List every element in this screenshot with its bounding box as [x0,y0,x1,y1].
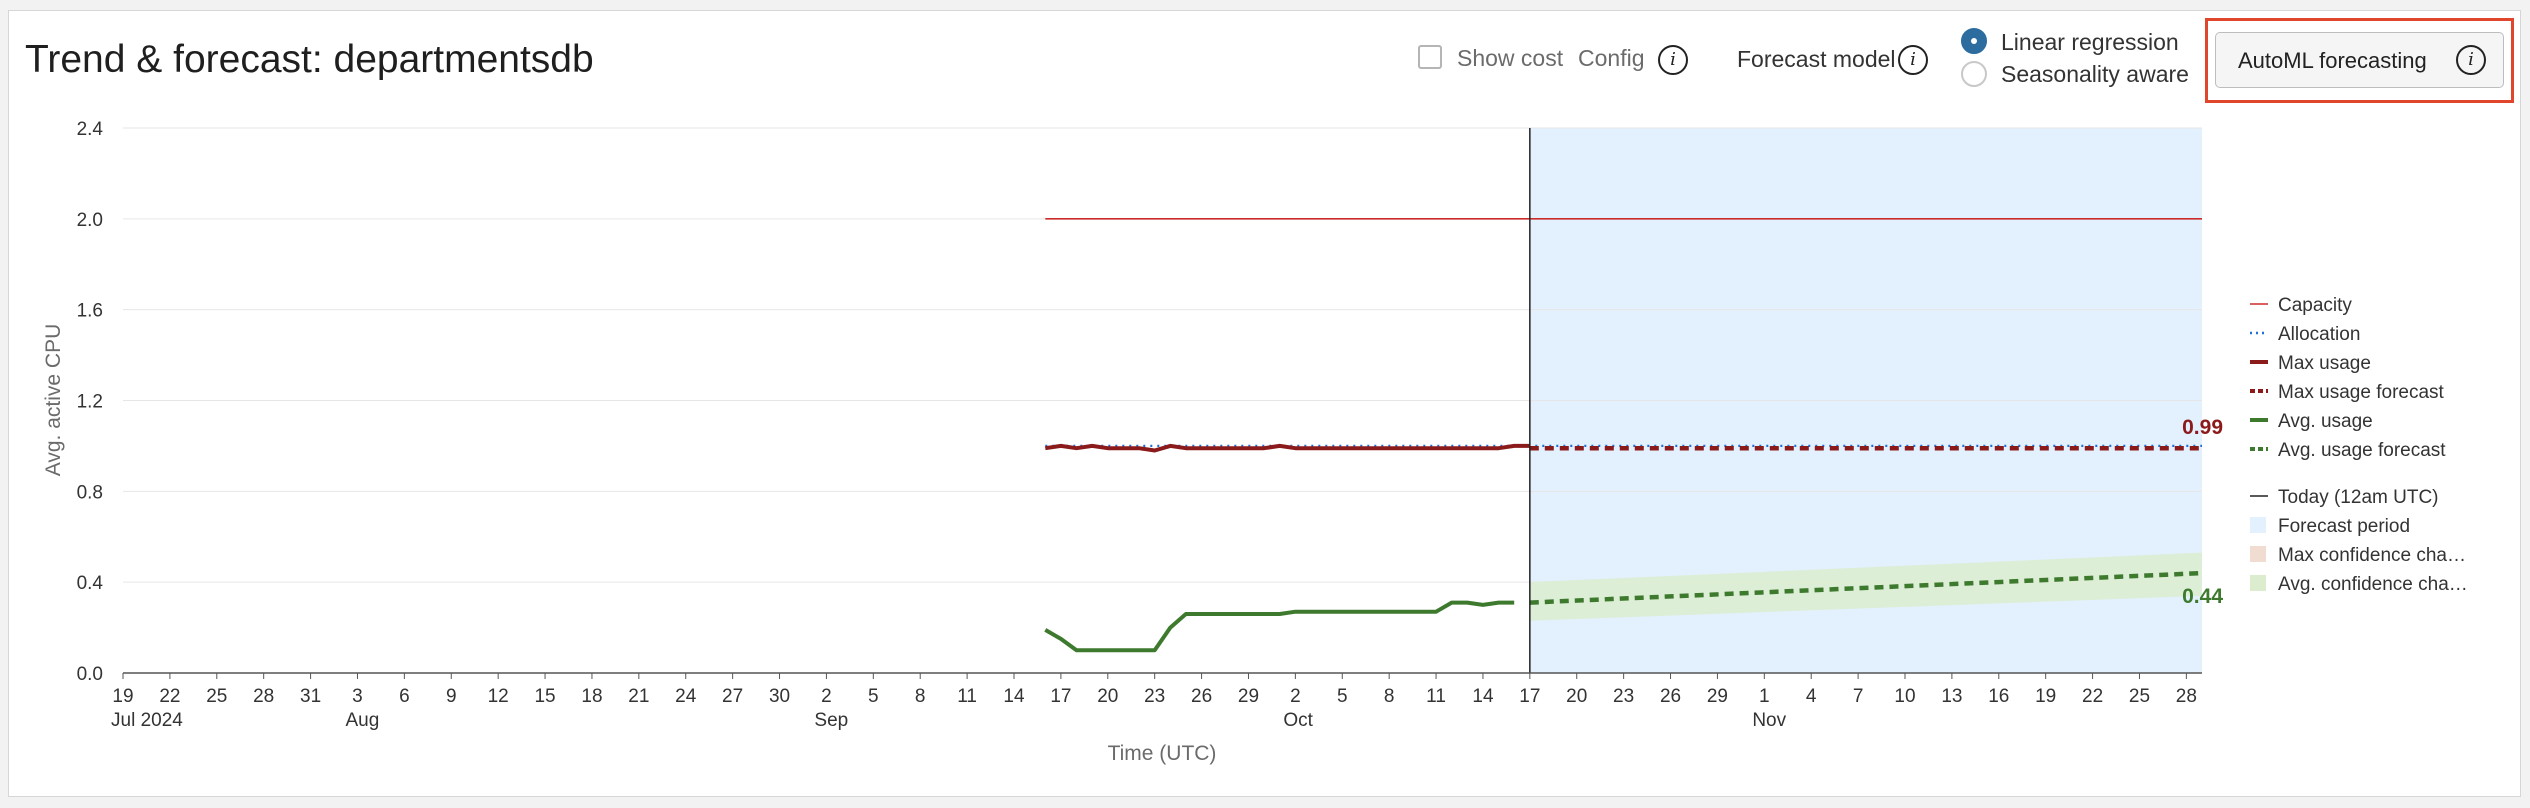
x-tick-label: 17 [1050,686,1071,707]
x-tick-label: 4 [1806,686,1817,707]
legend-label: Max confidence cha… [2278,545,2466,566]
x-tick-label: 9 [446,686,457,707]
legend-label: Capacity [2278,295,2352,316]
x-tick-label: 2 [1290,686,1301,707]
show-cost-label: Show cost [1457,45,1564,71]
x-tick-label: 3 [352,686,363,707]
series-avg-usage-forecast [1529,570,2203,605]
x-tick-label: 8 [1384,686,1395,707]
seasonality-aware-radio[interactable] [1961,61,1987,87]
x-tick-sublabel: Oct [1283,710,1313,731]
x-tick-label: 25 [2129,686,2150,707]
x-tick-label: 24 [675,686,697,707]
x-tick-sublabel: Sep [814,710,848,731]
legend-swatch [2250,546,2266,562]
x-tick-label: 29 [1238,686,1259,707]
x-tick-label: 30 [769,686,790,707]
x-tick-label: 29 [1707,686,1728,707]
y-tick-label: 0.0 [77,664,103,685]
x-tick-label: 13 [1941,686,1962,707]
page-title: Trend & forecast: departmentsdb [25,38,594,81]
forecast-model-info-icon[interactable]: i [1898,45,1928,75]
x-tick-label: 8 [915,686,926,707]
x-tick-sublabel: Aug [345,710,379,731]
x-tick-label: 31 [300,686,321,707]
x-tick-label: 14 [1472,686,1494,707]
legend-swatch [2250,517,2266,533]
series-max-usage [1045,443,1530,453]
x-tick-label: 14 [1003,686,1025,707]
x-tick-label: 28 [253,686,274,707]
x-tick-label: 11 [957,686,977,707]
x-tick-label: 5 [868,686,879,707]
legend-label: Today (12am UTC) [2278,487,2439,508]
seasonality-aware-label: Seasonality aware [2001,61,2189,87]
annotation-label: 0.99 [2182,416,2223,439]
x-tick-label: 12 [488,686,509,707]
automl-forecasting-button[interactable]: AutoML forecasting i [2215,32,2504,88]
linear-regression-label: Linear regression [2001,29,2179,55]
x-tick-label: 19 [112,686,133,707]
legend-label: Avg. usage [2278,411,2373,432]
x-tick-label: 1 [1759,686,1770,707]
automl-highlight-box [2205,18,2514,103]
x-axis-title: Time (UTC) [1108,742,1217,765]
x-tick-label: 11 [1426,686,1446,707]
y-tick-label: 0.4 [77,573,104,594]
show-cost-checkbox[interactable] [1418,45,1442,69]
y-tick-label: 1.2 [77,392,103,413]
legend-label: Max usage [2278,353,2371,374]
legend-label: Max usage forecast [2278,382,2445,403]
y-tick-label: 0.8 [77,482,103,503]
y-tick-label: 1.6 [77,301,103,322]
x-tick-sublabel: Jul 2024 [111,710,183,731]
legend-label: Avg. confidence cha… [2278,574,2468,595]
x-tick-label: 22 [2082,686,2103,707]
x-tick-label: 21 [628,686,649,707]
x-tick-label: 27 [722,686,743,707]
automl-info-icon[interactable]: i [2456,45,2486,75]
x-tick-label: 2 [821,686,832,707]
x-tick-label: 22 [159,686,180,707]
legend-label: Allocation [2278,324,2360,345]
y-tick-label: 2.4 [77,119,104,140]
legend-label: Avg. usage forecast [2278,440,2446,461]
x-tick-label: 20 [1566,686,1587,707]
x-tick-label: 6 [399,686,410,707]
x-tick-label: 26 [1660,686,1681,707]
x-tick-label: 20 [1097,686,1118,707]
series-avg-usage [1044,600,1515,653]
x-tick-label: 16 [1988,686,2009,707]
config-label: Config [1578,45,1645,71]
legend-label: Forecast period [2278,516,2410,537]
x-tick-label: 17 [1519,686,1540,707]
linear-regression-radio[interactable] [1961,28,1987,54]
x-tick-label: 5 [1337,686,1348,707]
y-axis-title: Avg. active CPU [42,324,65,477]
x-tick-label: 23 [1144,686,1165,707]
annotation-label: 0.44 [2182,585,2223,608]
y-tick-label: 2.0 [77,210,103,231]
x-tick-sublabel: Nov [1752,710,1786,731]
x-tick-label: 19 [2035,686,2056,707]
automl-button-label: AutoML forecasting [2238,48,2427,73]
x-tick-label: 7 [1853,686,1864,707]
x-tick-label: 15 [534,686,555,707]
x-tick-label: 10 [1894,686,1915,707]
x-tick-label: 25 [206,686,227,707]
x-tick-label: 28 [2176,686,2197,707]
x-tick-label: 26 [1191,686,1212,707]
x-tick-label: 18 [581,686,602,707]
config-info-icon[interactable]: i [1658,45,1688,75]
forecast-model-label: Forecast model [1737,46,1896,72]
legend-swatch [2250,575,2266,591]
x-tick-label: 23 [1613,686,1634,707]
